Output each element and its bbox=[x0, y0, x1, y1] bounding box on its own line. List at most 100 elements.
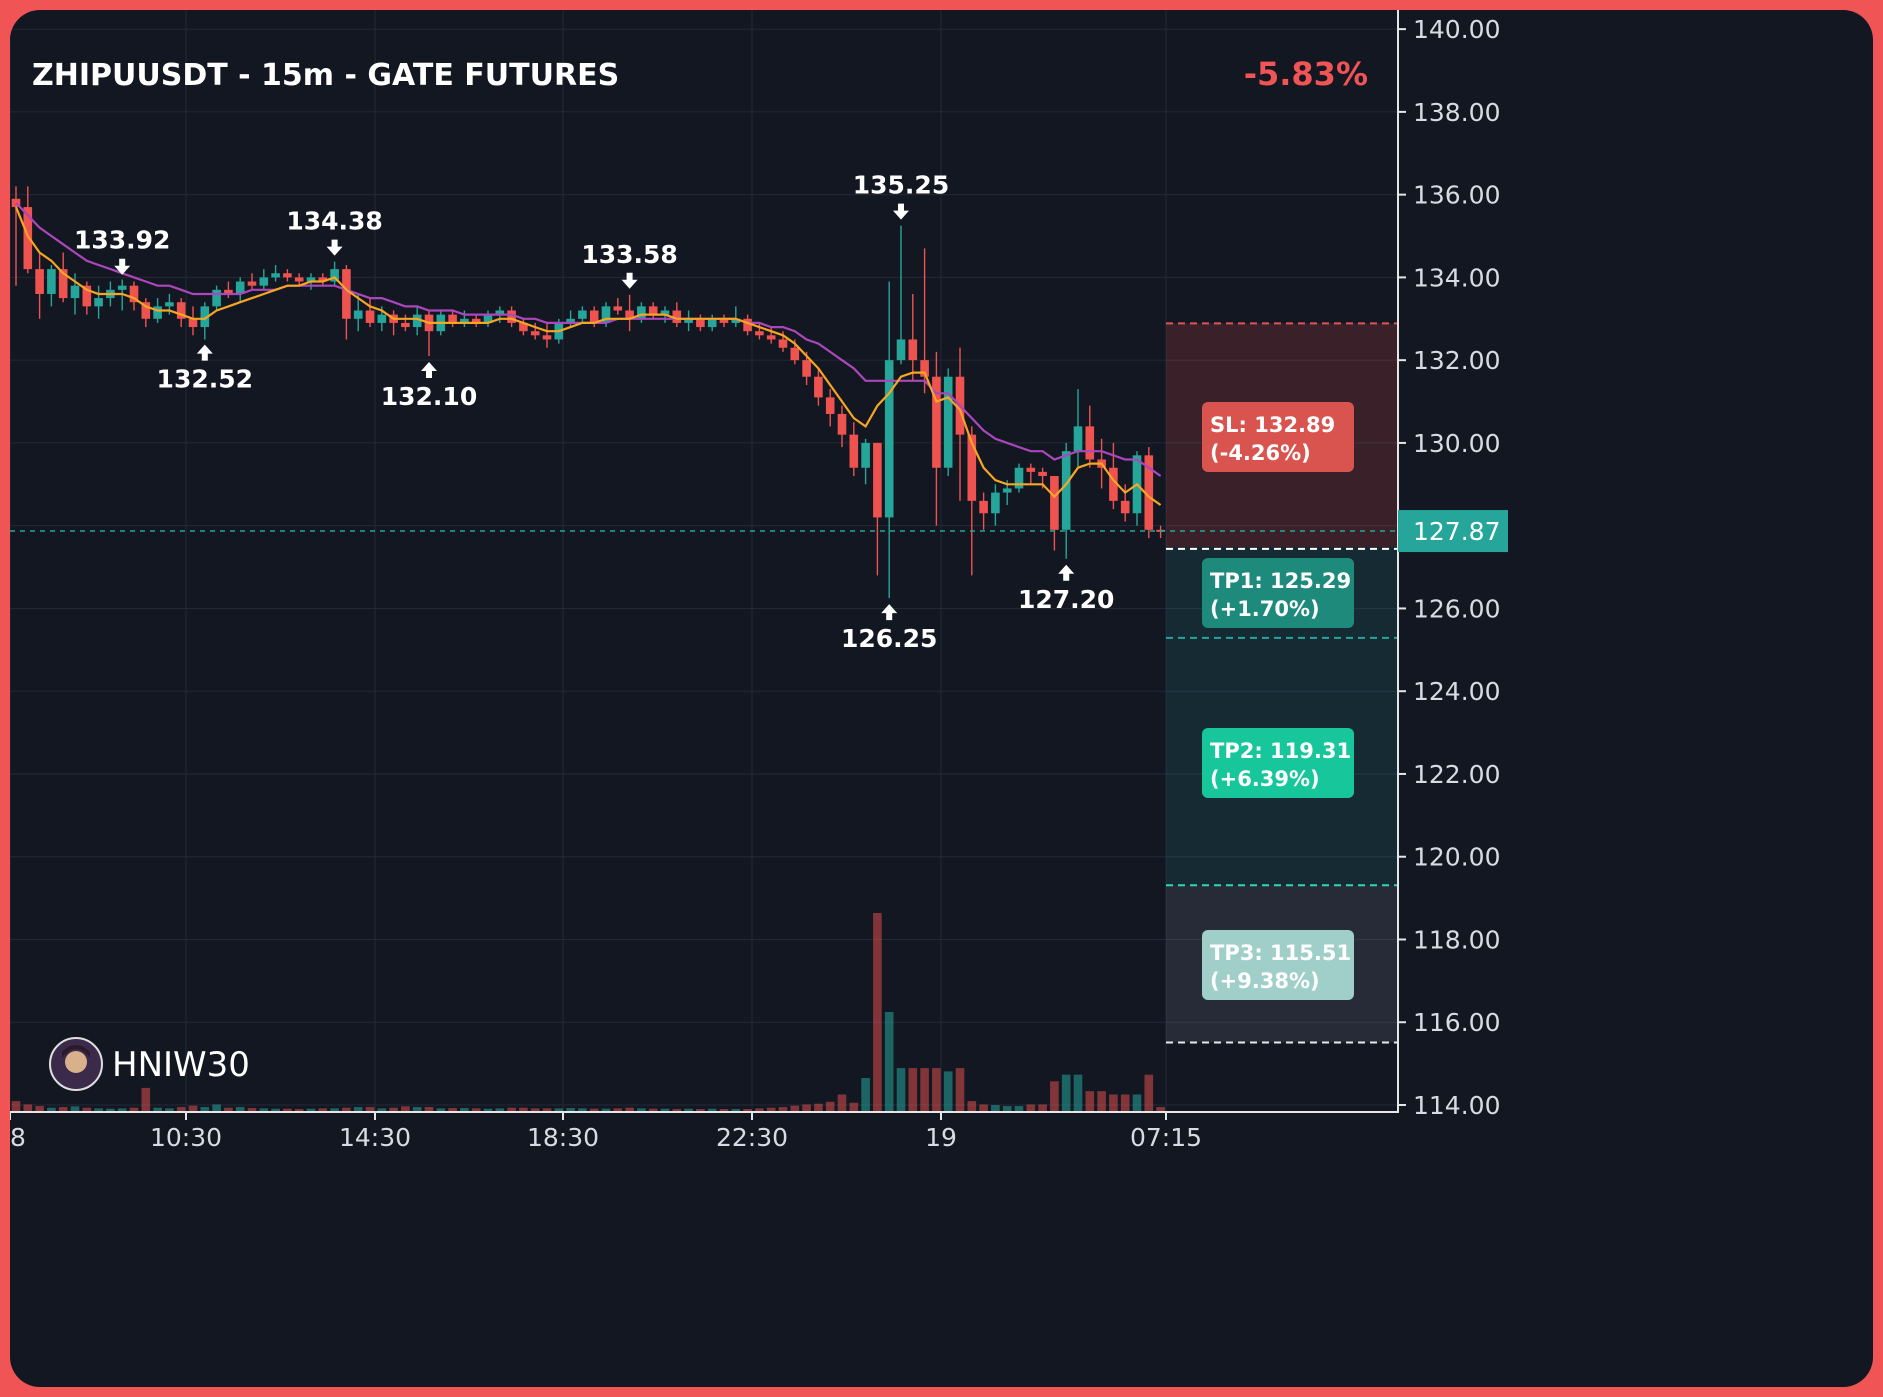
annotation-label: 134.38 bbox=[286, 207, 382, 236]
volume-bar bbox=[566, 1108, 575, 1111]
tp3-badge-label: TP3: 115.51 bbox=[1210, 941, 1351, 965]
candle-body bbox=[884, 360, 894, 518]
level-badges: SL: 132.89 (-4.26%) TP1: 125.29 (+1.70%) TP2… bbox=[1202, 402, 1354, 1000]
candle-body bbox=[1085, 426, 1095, 460]
volume-bar bbox=[436, 1108, 446, 1111]
tp1-badge-label: TP1: 125.29 bbox=[1210, 569, 1351, 593]
tp1-badge: TP1: 125.29 (+1.70%) bbox=[1202, 558, 1354, 628]
candle-body bbox=[283, 273, 292, 278]
volume-bar bbox=[342, 1107, 351, 1111]
volume-bar bbox=[471, 1108, 481, 1111]
volume-bar bbox=[837, 1094, 847, 1111]
candle bbox=[943, 368, 953, 477]
candle-body bbox=[176, 302, 186, 319]
candle bbox=[200, 302, 210, 340]
candle-body bbox=[495, 310, 505, 315]
candle-body bbox=[224, 289, 233, 294]
candle bbox=[519, 318, 528, 336]
volume-bar bbox=[613, 1108, 623, 1111]
volume-bar bbox=[224, 1107, 233, 1111]
y-tick-label: 134.00 bbox=[1413, 263, 1500, 292]
candle-body bbox=[589, 310, 599, 323]
tp1-badge-percent: (+1.70%) bbox=[1210, 597, 1320, 621]
x-tick-label: 22:30 bbox=[716, 1123, 788, 1152]
candle bbox=[483, 310, 493, 328]
watermark-name: HNIW30 bbox=[112, 1045, 250, 1085]
candle bbox=[1109, 442, 1118, 510]
candle-body bbox=[814, 376, 823, 398]
candle bbox=[342, 264, 351, 340]
candle-body bbox=[566, 318, 575, 323]
sl-badge-label: SL: 132.89 bbox=[1210, 413, 1335, 437]
candle bbox=[1144, 447, 1154, 539]
avatar-hair bbox=[62, 1045, 90, 1058]
volume-bar bbox=[755, 1108, 764, 1111]
moving-averages bbox=[14, 202, 1162, 506]
arrow-down-icon bbox=[114, 258, 131, 275]
price-chart[interactable]: 133.92 132.52 134.38 132.10 133.58 135.25 126.… bbox=[10, 10, 1873, 1387]
volume-bar bbox=[271, 1108, 280, 1111]
annotation-133.58: 133.58 bbox=[581, 240, 678, 289]
candle bbox=[353, 293, 363, 332]
candle-body bbox=[188, 318, 198, 328]
volume-bar bbox=[483, 1108, 493, 1111]
candle-body bbox=[330, 269, 339, 282]
x-tick-label: 07:15 bbox=[1130, 1123, 1202, 1152]
volume-bar bbox=[578, 1108, 587, 1111]
volume-bar bbox=[23, 1104, 33, 1111]
candle-body bbox=[353, 310, 363, 319]
volume-bar bbox=[707, 1108, 717, 1111]
volume-bar bbox=[766, 1107, 776, 1111]
candle bbox=[625, 294, 634, 332]
candle-body bbox=[601, 306, 611, 323]
candle bbox=[23, 186, 33, 274]
candle bbox=[861, 438, 870, 485]
volume-bar bbox=[1109, 1094, 1118, 1111]
candle-body bbox=[920, 360, 929, 377]
volume-bar bbox=[389, 1107, 398, 1111]
candle-body bbox=[294, 277, 304, 282]
candle-body bbox=[684, 318, 693, 323]
volume-bar bbox=[1026, 1104, 1036, 1111]
volume-bar bbox=[35, 1106, 44, 1111]
y-tick-label: 126.00 bbox=[1413, 594, 1500, 623]
volume-bar bbox=[70, 1106, 80, 1111]
level-lines bbox=[10, 322, 1397, 1044]
candle-body bbox=[766, 335, 776, 340]
candle bbox=[766, 327, 776, 344]
y-tick-label: 114.00 bbox=[1413, 1091, 1500, 1120]
volume-bar bbox=[106, 1108, 115, 1111]
annotation-label: 133.58 bbox=[581, 240, 677, 269]
volume-bar bbox=[401, 1106, 410, 1111]
volume-bar bbox=[637, 1108, 646, 1111]
volume-bar bbox=[129, 1107, 139, 1111]
candle-body bbox=[35, 269, 44, 294]
candle bbox=[884, 281, 894, 599]
volume-bar bbox=[235, 1107, 245, 1111]
volume-bar bbox=[648, 1108, 658, 1111]
candle-body bbox=[235, 281, 245, 294]
volume-bar bbox=[932, 1068, 941, 1111]
tp2-badge-label: TP2: 119.31 bbox=[1210, 739, 1351, 763]
candle bbox=[294, 273, 304, 286]
volume-bar bbox=[1038, 1104, 1047, 1111]
candle bbox=[873, 442, 882, 576]
x-tick-label: 19 bbox=[925, 1123, 957, 1152]
candle-body bbox=[932, 376, 941, 468]
candle-body bbox=[1002, 488, 1012, 493]
candle-body bbox=[1061, 451, 1071, 530]
y-tick-label: 132.00 bbox=[1413, 346, 1500, 375]
candle bbox=[389, 310, 398, 336]
candle bbox=[94, 285, 103, 319]
candle bbox=[755, 322, 764, 340]
candle bbox=[578, 306, 587, 323]
candle-body bbox=[861, 442, 870, 468]
annotation-label: 132.52 bbox=[157, 365, 253, 394]
candle bbox=[849, 422, 859, 477]
volume-bar bbox=[507, 1107, 516, 1111]
candle-body bbox=[471, 318, 481, 323]
y-tick-label: 120.00 bbox=[1413, 843, 1500, 872]
candle-body bbox=[117, 285, 127, 290]
candle bbox=[1014, 463, 1024, 493]
volume-bar bbox=[212, 1104, 221, 1111]
